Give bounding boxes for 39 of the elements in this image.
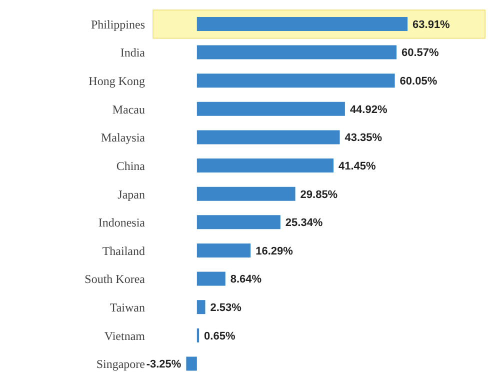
bar <box>196 102 345 116</box>
data-label: 29.85% <box>300 188 338 201</box>
bar <box>196 74 395 88</box>
bar <box>196 300 206 314</box>
data-label: 25.34% <box>285 217 323 230</box>
data-label: 16.29% <box>256 245 294 258</box>
data-label: 60.57% <box>402 47 440 60</box>
y-tick-label: South Korea <box>84 272 146 286</box>
data-label: 2.53% <box>210 302 242 314</box>
bar <box>196 45 397 60</box>
bar <box>196 17 408 31</box>
bar <box>196 158 334 173</box>
bar <box>186 356 197 371</box>
y-tick-label: Indonesia <box>98 216 146 230</box>
bar <box>196 130 340 144</box>
bar <box>196 328 200 342</box>
data-label: 63.91% <box>412 18 450 31</box>
data-label: 8.64% <box>230 274 262 286</box>
data-label: 43.35% <box>344 132 382 144</box>
data-label: 44.92% <box>350 104 388 116</box>
y-tick-label: India <box>120 46 146 60</box>
y-tick-label: Singapore <box>96 357 145 372</box>
y-tick-label: Hong Kong <box>88 74 145 88</box>
y-tick-label: Philippines <box>90 17 146 32</box>
y-tick-label: Malaysia <box>101 130 146 145</box>
y-tick-label: Macau <box>112 102 145 116</box>
bar <box>196 243 251 258</box>
y-tick-label: Taiwan <box>110 300 145 314</box>
data-label: 0.65% <box>204 330 236 342</box>
y-tick-label: Japan <box>118 187 145 202</box>
y-tick-label: Thailand <box>102 244 145 258</box>
data-label: 41.45% <box>338 160 376 172</box>
bar <box>196 272 226 286</box>
y-tick-label: China <box>116 158 146 173</box>
data-label: -3.25% <box>146 358 182 371</box>
data-label: 60.05% <box>400 76 438 88</box>
bar <box>196 215 280 230</box>
y-tick-label: Vietnam <box>104 328 146 343</box>
bar <box>196 186 296 201</box>
